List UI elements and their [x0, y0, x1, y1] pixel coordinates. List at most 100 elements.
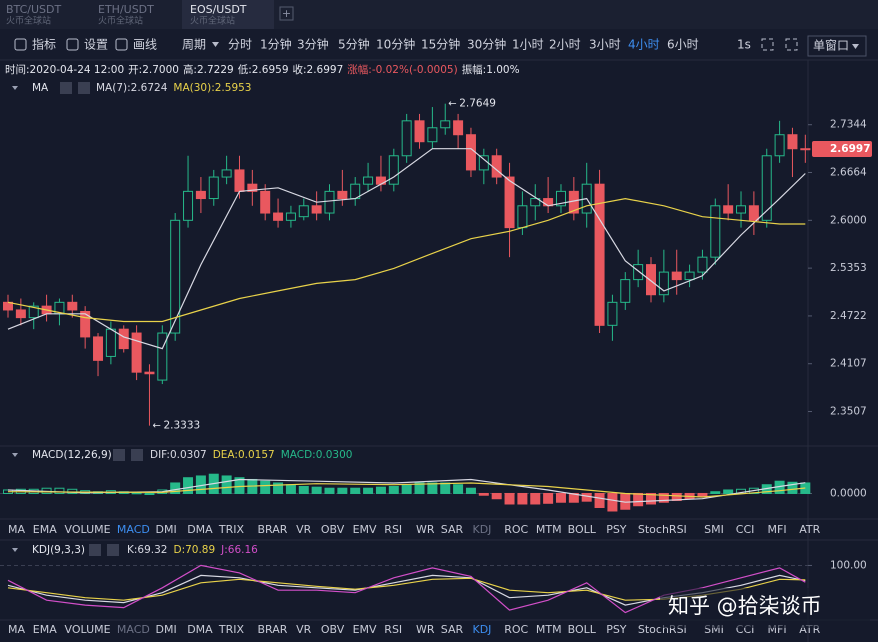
- indicator-tab[interactable]: ROC: [504, 523, 528, 536]
- candle-body: [311, 205, 322, 214]
- indicator-tab[interactable]: SAR: [441, 523, 464, 536]
- period[interactable]: 5分钟: [338, 37, 370, 52]
- indicator-tab[interactable]: DMI: [156, 523, 177, 536]
- indicator-tab[interactable]: ATR: [799, 523, 820, 536]
- legend-button[interactable]: [113, 449, 125, 461]
- legend-entry: K:69.32: [127, 544, 167, 556]
- indicator-tab[interactable]: CCI: [736, 523, 755, 536]
- period[interactable]: 6小时: [667, 38, 699, 52]
- period[interactable]: 3小时: [589, 38, 621, 52]
- indicator-tab[interactable]: VOLUME: [65, 523, 111, 536]
- legend-series: MA(7):2.6724 MA(30):2.5953: [96, 82, 251, 94]
- indicator-tab[interactable]: WR: [416, 523, 435, 536]
- indicator-tab[interactable]: MA: [8, 623, 25, 636]
- legend-button[interactable]: [131, 449, 143, 461]
- period[interactable]: 10分钟: [376, 37, 415, 52]
- period[interactable]: 1分钟: [260, 37, 292, 52]
- indicator-tab[interactable]: SMI: [704, 523, 724, 536]
- indicator-tab[interactable]: DMI: [156, 623, 177, 636]
- candle-body: [517, 205, 528, 229]
- indicator-tab[interactable]: BOLL: [568, 523, 597, 536]
- indicator-tab[interactable]: BRAR: [258, 623, 288, 636]
- screenshot-icon[interactable]: [785, 38, 798, 51]
- tab-pair[interactable]: EOS/USDT: [190, 3, 247, 16]
- legend-button[interactable]: [78, 82, 90, 94]
- indicator-tab[interactable]: MACD: [117, 523, 150, 536]
- indicator-tab[interactable]: KDJ: [473, 623, 492, 636]
- candle-body: [530, 198, 541, 207]
- indicator-tab[interactable]: BOLL: [568, 623, 597, 636]
- legend-button[interactable]: [107, 544, 119, 556]
- indicator-tab[interactable]: StochRSI: [638, 523, 687, 536]
- refresh[interactable]: 1s: [737, 38, 751, 52]
- indicator-tab[interactable]: VOLUME: [65, 623, 111, 636]
- indicator-tab[interactable]: RSI: [384, 623, 402, 636]
- indicator-tab[interactable]: ROC: [504, 623, 528, 636]
- indicator-tab[interactable]: PSY: [606, 523, 627, 536]
- add-tab-icon[interactable]: +: [282, 7, 291, 20]
- candle-body: [620, 279, 631, 303]
- indicator-tab[interactable]: RSI: [384, 523, 402, 536]
- tool[interactable]: 指标: [32, 37, 56, 52]
- indicator-tab[interactable]: OBV: [321, 523, 345, 536]
- indicator-tab[interactable]: TRIX: [218, 623, 245, 636]
- indicator-tab[interactable]: MA: [8, 523, 25, 536]
- tab-exchange[interactable]: 火币全球站: [98, 15, 143, 27]
- indicator-tab[interactable]: TRIX: [218, 523, 245, 536]
- indicator-tab[interactable]: MTM: [536, 523, 562, 536]
- indicator-tab[interactable]: MTM: [536, 623, 562, 636]
- indicator-tab[interactable]: MACD: [117, 623, 150, 636]
- candle-body: [453, 120, 464, 136]
- add-tab[interactable]: [279, 6, 294, 21]
- indicator-tab[interactable]: VR: [296, 623, 312, 636]
- macd-bar: [285, 484, 296, 494]
- legend-button[interactable]: [89, 544, 101, 556]
- tab-pair[interactable]: BTC/USDT: [6, 3, 62, 16]
- indicator-tab[interactable]: WR: [416, 623, 435, 636]
- fullscreen-icon[interactable]: [761, 38, 774, 51]
- info-line: 时间:2020-04-24 12:00 开:2.7000 高:2.7229 低:2.6…: [5, 63, 520, 76]
- watermark: 知乎 @拾柒谈币: [668, 594, 822, 618]
- indicator-tab[interactable]: BRAR: [258, 523, 288, 536]
- indicator-tab[interactable]: DMA: [187, 523, 213, 536]
- indicator-tab[interactable]: KDJ: [473, 523, 492, 536]
- tab-exchange[interactable]: 火币全球站: [6, 15, 51, 27]
- legend: MACD(12,26,9): [32, 449, 112, 461]
- candle-body: [208, 176, 219, 200]
- period[interactable]: 1小时: [512, 38, 544, 52]
- candle-body: [633, 264, 644, 281]
- tab-exchange[interactable]: 火币全球站: [190, 15, 235, 27]
- candle-body: [298, 205, 309, 218]
- legend-button[interactable]: [60, 82, 72, 94]
- candle-body: [646, 264, 656, 296]
- legend-entry: MACD:0.0300: [281, 449, 353, 461]
- tab-pair[interactable]: ETH/USDT: [98, 3, 154, 16]
- tool[interactable]: 设置: [84, 38, 108, 52]
- period-label[interactable]: 周期: [182, 38, 206, 52]
- period[interactable]: 4小时: [628, 38, 660, 52]
- indicator-tab[interactable]: DMA: [187, 623, 213, 636]
- indicator-tab[interactable]: VR: [296, 523, 312, 536]
- indicator-tab[interactable]: PSY: [606, 623, 627, 636]
- indicator-tab[interactable]: EMA: [33, 523, 57, 536]
- period[interactable]: 分时: [228, 38, 252, 52]
- indicator-tab[interactable]: SAR: [441, 623, 464, 636]
- period[interactable]: 2小时: [549, 38, 581, 52]
- tool[interactable]: 画线: [133, 38, 157, 52]
- indicator-tab[interactable]: EMV: [353, 523, 377, 536]
- candle-body: [684, 271, 695, 281]
- info-item: 开:2.7000: [128, 64, 179, 76]
- period[interactable]: 30分钟: [467, 37, 506, 52]
- indicator-tab[interactable]: MFI: [768, 523, 787, 536]
- period[interactable]: 15分钟: [421, 37, 460, 52]
- macd-bar: [144, 492, 155, 495]
- candle-body: [28, 305, 39, 319]
- window-button[interactable]: [807, 35, 867, 57]
- last-price-tag: [812, 140, 872, 157]
- indicator-tab[interactable]: EMA: [33, 623, 57, 636]
- window[interactable]: 单窗口: [813, 39, 849, 53]
- indicator-tab[interactable]: EMV: [353, 623, 377, 636]
- tool-icon: [115, 38, 128, 51]
- indicator-tab[interactable]: OBV: [321, 623, 345, 636]
- period[interactable]: 3分钟: [297, 37, 329, 52]
